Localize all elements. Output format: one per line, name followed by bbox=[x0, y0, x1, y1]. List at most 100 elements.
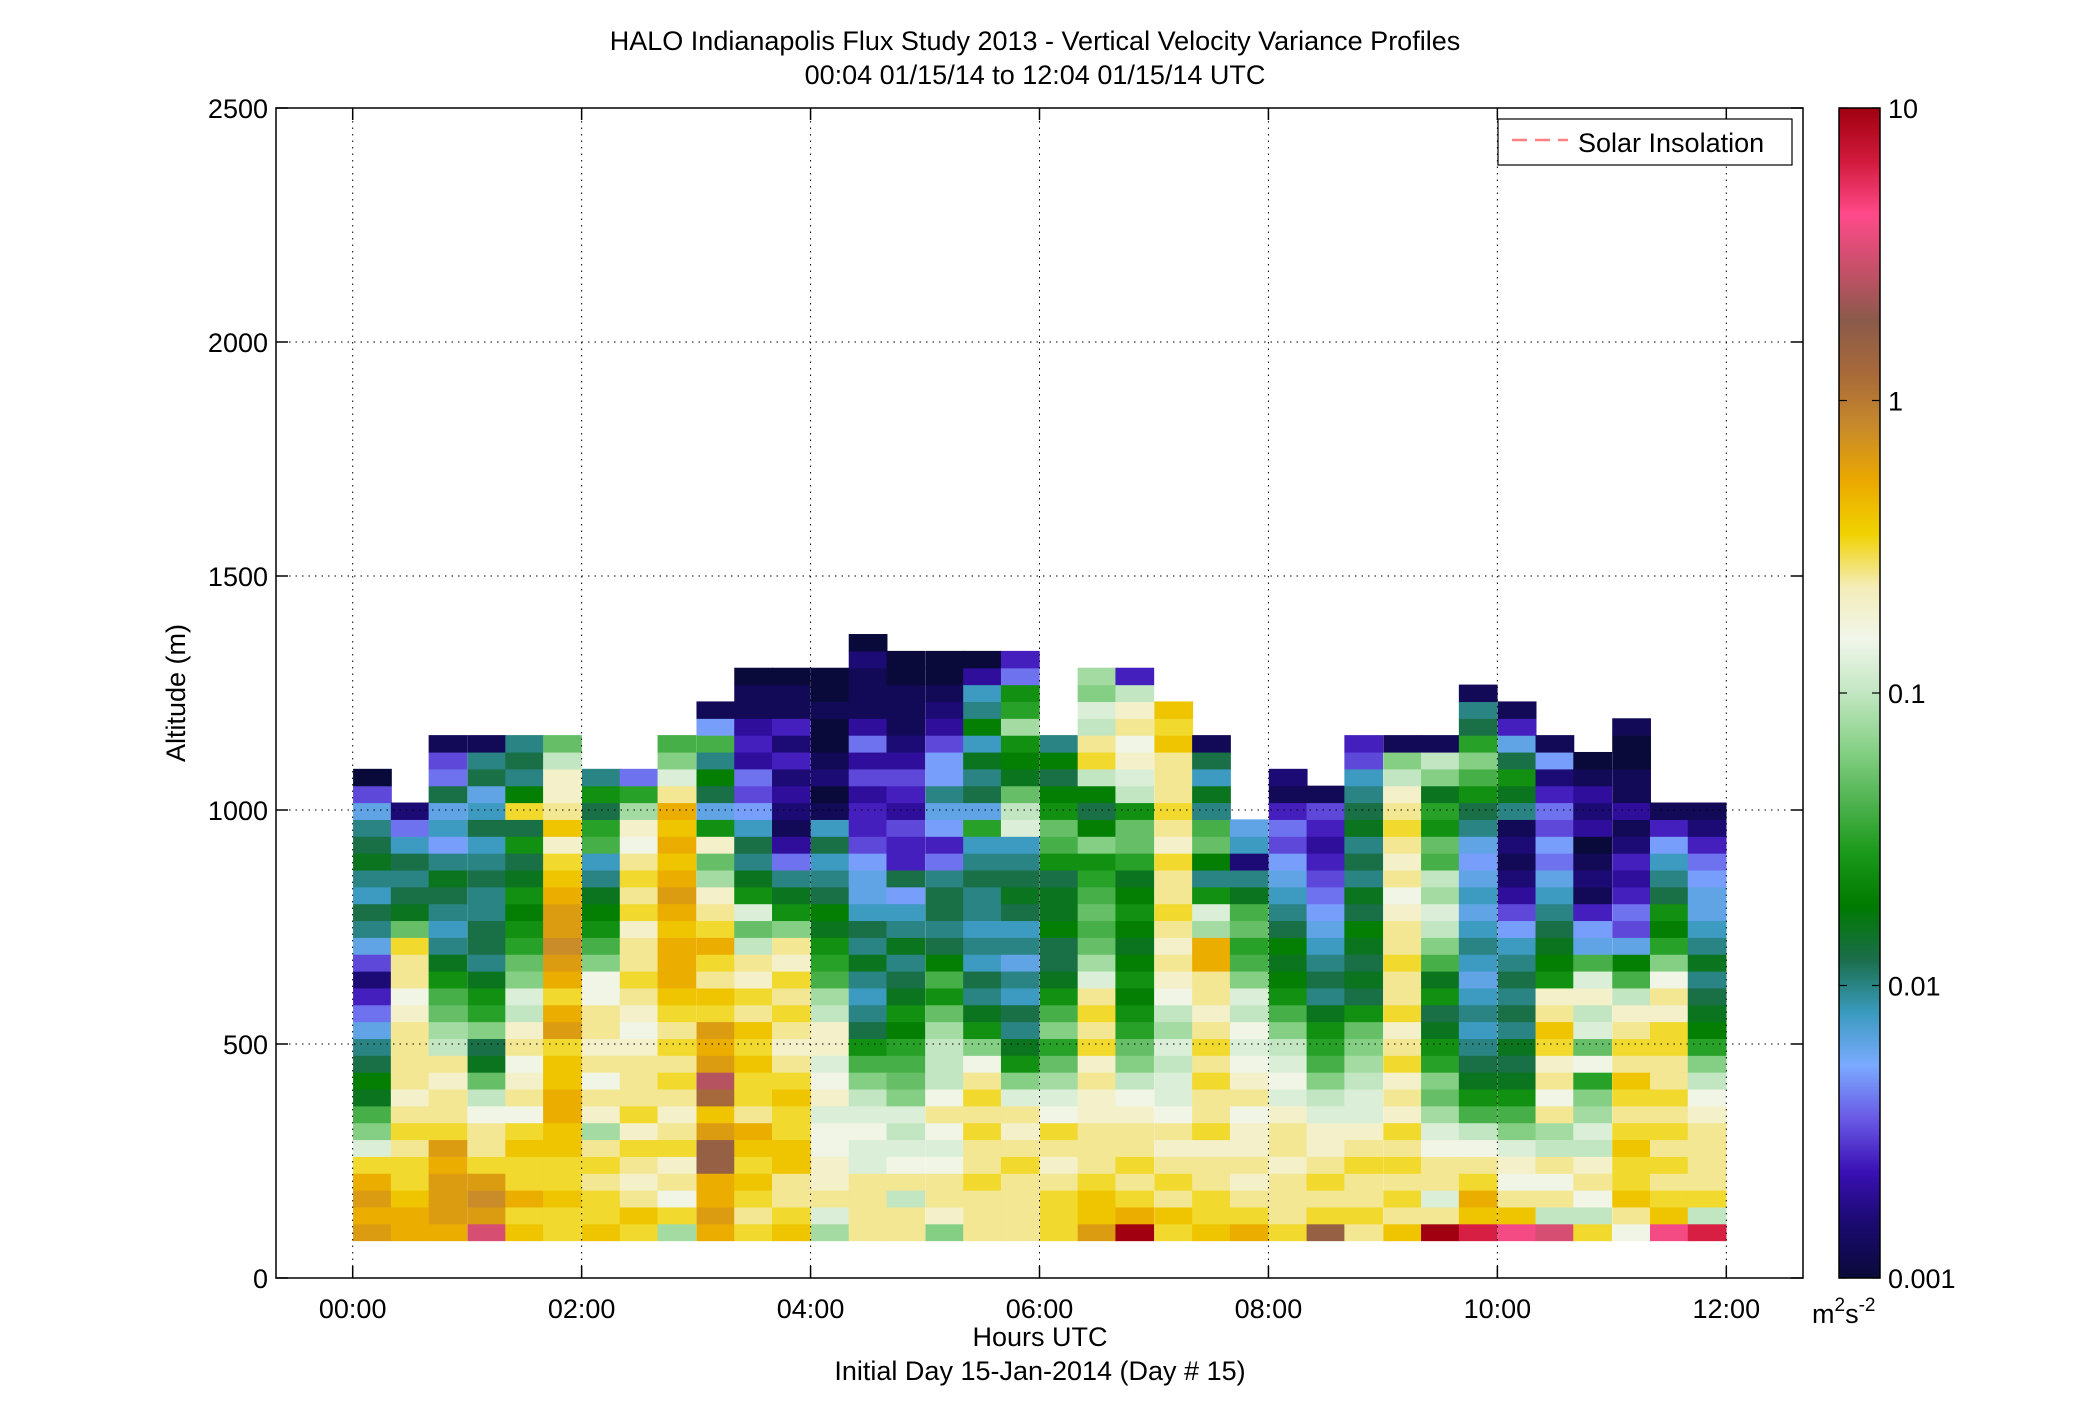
heatmap-cell bbox=[1344, 1156, 1384, 1174]
heatmap-cell bbox=[696, 1105, 736, 1124]
heatmap-cell bbox=[1115, 751, 1155, 770]
heatmap-cell bbox=[848, 751, 888, 770]
heatmap-cell bbox=[543, 819, 582, 837]
heatmap-cell bbox=[696, 1139, 736, 1157]
heatmap-cell bbox=[390, 970, 430, 989]
heatmap-cell bbox=[1612, 903, 1651, 922]
heatmap-cell bbox=[810, 785, 850, 804]
heatmap-cell bbox=[1000, 785, 1040, 804]
heatmap-cell bbox=[1306, 987, 1346, 1006]
heatmap-cell bbox=[810, 768, 850, 787]
heatmap-cell bbox=[1612, 718, 1651, 736]
heatmap-cell bbox=[925, 970, 965, 989]
heatmap-cell bbox=[1115, 1021, 1155, 1039]
heatmap-cell bbox=[1268, 987, 1308, 1006]
heatmap-cell bbox=[543, 1156, 582, 1174]
heatmap-cell bbox=[1612, 1004, 1651, 1023]
heatmap-cell bbox=[543, 1139, 582, 1157]
heatmap-cell bbox=[582, 1072, 621, 1090]
heatmap-cell bbox=[1612, 920, 1651, 938]
heatmap-cell bbox=[963, 886, 1002, 905]
heatmap-cell bbox=[1039, 802, 1079, 820]
heatmap-cell bbox=[353, 1223, 392, 1242]
heatmap-cell bbox=[1192, 768, 1231, 787]
heatmap-cell bbox=[963, 836, 1002, 854]
heatmap-cell bbox=[467, 920, 507, 938]
heatmap-cell bbox=[467, 802, 507, 820]
heatmap-cell bbox=[1535, 1190, 1575, 1208]
heatmap-cell bbox=[772, 1206, 811, 1225]
heatmap-cell bbox=[390, 1021, 430, 1039]
heatmap-cell bbox=[467, 1173, 507, 1191]
heatmap-cell bbox=[1458, 937, 1498, 955]
heatmap-cell bbox=[1612, 1173, 1651, 1191]
heatmap-cell bbox=[353, 768, 392, 787]
heatmap-cell bbox=[1535, 1206, 1575, 1225]
heatmap-cell bbox=[1344, 1139, 1384, 1157]
heatmap-cell bbox=[925, 1004, 965, 1023]
heatmap-cell bbox=[1383, 886, 1423, 905]
heatmap-cell bbox=[1077, 1105, 1117, 1124]
heatmap-cell bbox=[467, 1223, 507, 1242]
heatmap-cell bbox=[963, 853, 1002, 871]
heatmap-cell bbox=[696, 1173, 736, 1191]
heatmap-cell bbox=[1383, 1223, 1423, 1242]
heatmap-cell bbox=[810, 1173, 850, 1191]
heatmap-cell bbox=[1458, 1004, 1498, 1023]
heatmap-cell bbox=[505, 1173, 545, 1191]
heatmap-cell bbox=[543, 1088, 582, 1107]
heatmap-cell bbox=[925, 954, 965, 972]
heatmap-cell bbox=[1687, 1105, 1727, 1124]
heatmap-cell bbox=[1077, 937, 1117, 955]
heatmap-cell bbox=[1687, 937, 1727, 955]
heatmap-cell bbox=[886, 785, 926, 804]
heatmap-cell bbox=[353, 970, 392, 989]
heatmap-cell bbox=[886, 1038, 926, 1056]
heatmap-cell bbox=[353, 1021, 392, 1039]
heatmap-cell bbox=[886, 718, 926, 736]
heatmap-cell bbox=[1000, 802, 1040, 820]
heatmap-cell bbox=[925, 937, 965, 955]
heatmap-cell bbox=[657, 853, 697, 871]
heatmap-cell bbox=[1383, 954, 1423, 972]
x-tick-label: 08:00 bbox=[1235, 1294, 1303, 1324]
heatmap-cell bbox=[1115, 768, 1155, 787]
heatmap-cell bbox=[810, 1021, 850, 1039]
heatmap-cell bbox=[1383, 937, 1423, 955]
heatmap-cell bbox=[353, 1206, 392, 1225]
heatmap-cell bbox=[1077, 1122, 1117, 1141]
heatmap-cell bbox=[963, 735, 1002, 753]
heatmap-cell bbox=[886, 802, 926, 820]
heatmap-cell bbox=[1344, 1190, 1384, 1208]
heatmap-cell bbox=[925, 886, 965, 905]
heatmap-cell bbox=[1229, 920, 1269, 938]
heatmap-cell bbox=[734, 1105, 773, 1124]
heatmap-cell bbox=[1383, 1038, 1423, 1056]
heatmap-cell bbox=[657, 768, 697, 787]
heatmap-cell bbox=[772, 1156, 811, 1174]
heatmap-cell bbox=[772, 768, 811, 787]
heatmap-cell bbox=[1306, 785, 1346, 804]
heatmap-cell bbox=[1000, 987, 1040, 1006]
heatmap-cell bbox=[1306, 903, 1346, 922]
heatmap-cell bbox=[1306, 1105, 1346, 1124]
heatmap-cell bbox=[1612, 886, 1651, 905]
heatmap-cell bbox=[696, 1122, 736, 1141]
heatmap-cell bbox=[1650, 1206, 1689, 1225]
heatmap-cell bbox=[1573, 751, 1613, 770]
heatmap-cell bbox=[925, 836, 965, 854]
heatmap-cell bbox=[1229, 1122, 1269, 1141]
heatmap-cell bbox=[390, 954, 430, 972]
heatmap-cell bbox=[543, 802, 582, 820]
heatmap-cell bbox=[1268, 785, 1308, 804]
heatmap-cell bbox=[925, 1139, 965, 1157]
heatmap-cell bbox=[1458, 1139, 1498, 1157]
heatmap-cell bbox=[772, 802, 811, 820]
heatmap-cell bbox=[1154, 954, 1194, 972]
heatmap-cell bbox=[1458, 954, 1498, 972]
heatmap-cell bbox=[1268, 970, 1308, 989]
heatmap-cell bbox=[696, 920, 736, 938]
heatmap-cell bbox=[925, 1021, 965, 1039]
heatmap-cell bbox=[810, 869, 850, 888]
heatmap-cell bbox=[1077, 987, 1117, 1006]
